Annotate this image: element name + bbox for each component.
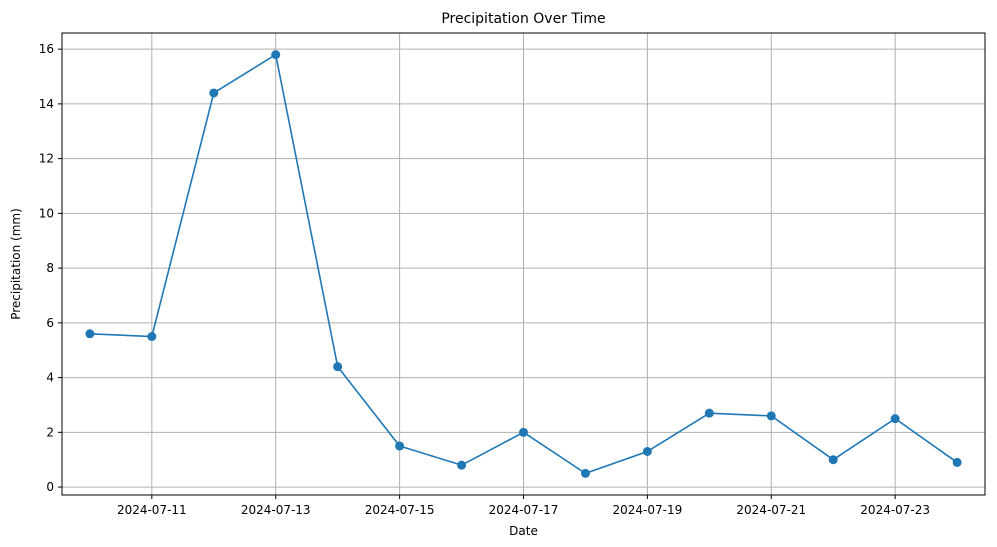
y-tick-label: 4 [46,371,54,385]
x-tick-label: 2024-07-17 [489,503,559,517]
data-point [147,332,157,342]
data-point [580,468,590,478]
y-tick-label: 2 [46,425,54,439]
y-tick-label: 10 [39,206,54,220]
chart-title: Precipitation Over Time [441,11,605,27]
x-tick-label: 2024-07-23 [860,503,930,517]
data-point [333,362,343,372]
data-point [828,455,838,465]
y-axis-title: Precipitation (mm) [9,208,23,320]
data-point [271,50,281,60]
data-point [766,411,776,421]
data-point [642,446,652,456]
data-point [952,457,962,467]
data-point [704,408,714,418]
data-point [209,88,219,98]
series-layer [85,50,962,478]
data-point [519,427,528,437]
y-tick-label: 8 [46,261,54,275]
plot-frame [61,32,986,496]
x-tick-label: 2024-07-19 [613,503,683,517]
grid [62,33,985,495]
x-axis-ticks: 2024-07-11 2024-07-13 2024-07-15 2024-07-17… [117,495,930,517]
y-tick-label: 0 [46,480,54,494]
y-tick-label: 6 [46,316,54,330]
x-axis-title: Date [509,524,538,538]
data-point [85,329,95,339]
x-tick-label: 2024-07-21 [736,503,806,517]
x-tick-label: 2024-07-13 [241,503,311,517]
y-axis-ticks: 0 2 4 6 8 10 12 14 16 [39,42,62,494]
x-tick-label: 2024-07-15 [365,503,435,517]
y-tick-label: 12 [39,152,54,166]
y-tick-label: 14 [39,97,54,111]
data-point [395,441,405,451]
y-tick-label: 16 [39,42,54,56]
x-tick-label: 2024-07-11 [117,503,187,517]
data-point [890,414,900,424]
data-point [457,460,467,470]
